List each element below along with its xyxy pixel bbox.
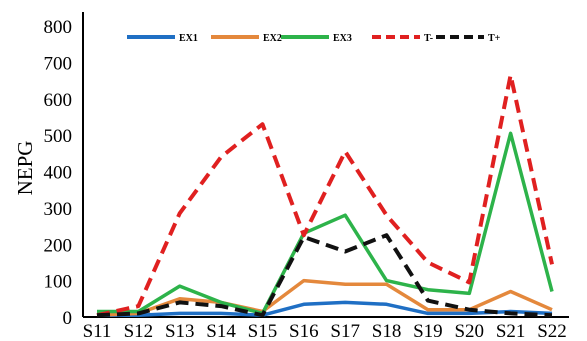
series-line-ex2 (96, 278, 553, 317)
x-tick-label: S17 (330, 321, 360, 341)
series-line-t (96, 73, 554, 318)
y-tick-label: 500 (44, 126, 73, 147)
y-tick-label: 400 (44, 163, 73, 184)
x-tick-label: S19 (413, 321, 443, 341)
y-tick-label: 700 (44, 53, 73, 74)
legend-label: EX2 (263, 33, 282, 44)
x-tick-label: S12 (124, 321, 154, 341)
x-tick-label: S11 (83, 321, 112, 341)
y-tick-labels: 0 100 200 300 400 500 600 700 800 (44, 17, 73, 329)
x-tick-label: S21 (496, 321, 526, 341)
series-lines (96, 73, 554, 318)
series-line-ex1 (97, 300, 553, 317)
y-tick-label: 0 (63, 308, 73, 329)
legend-label: T- (424, 33, 433, 44)
x-tick-label: S13 (165, 321, 195, 341)
x-tick-label: S18 (372, 321, 402, 341)
y-tick-label: 800 (44, 17, 73, 38)
x-tick-label: S16 (289, 321, 319, 341)
x-tick-label: S15 (248, 321, 278, 341)
legend-label: T+ (488, 33, 501, 44)
legend: EX1 EX2 EX3 T- T+ (127, 33, 501, 44)
y-tick-label: 600 (44, 90, 73, 111)
legend-label: EX1 (179, 33, 198, 44)
x-tick-label: S14 (206, 321, 236, 341)
x-tick-label: S22 (537, 321, 567, 341)
series-line-ex3 (97, 131, 554, 316)
series-line-t (96, 233, 553, 318)
x-tick-labels: S11 S12 S13 S14 S15 S16 S17 S18 S19 S20 S21 S22 (83, 321, 567, 341)
legend-label: EX3 (333, 33, 352, 44)
y-axis-label: NEPG (13, 141, 37, 196)
x-tick-label: S20 (454, 321, 484, 341)
y-tick-label: 200 (44, 235, 73, 256)
y-tick-label: 100 (44, 272, 73, 293)
y-tick-label: 300 (44, 199, 73, 220)
